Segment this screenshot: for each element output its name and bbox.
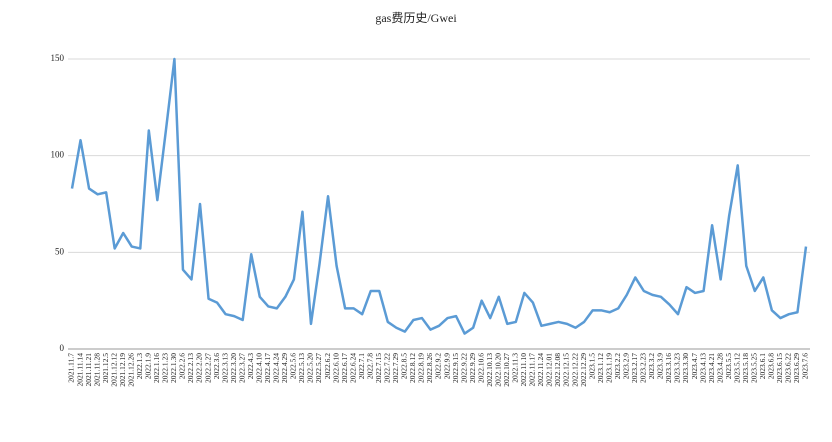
x-tick-label: 2023.2.9 <box>621 353 630 380</box>
x-tick-label: 2022.6.10 <box>331 353 340 383</box>
x-tick-label: 2023.1.5 <box>587 353 596 380</box>
x-tick-label: 2022.11.17 <box>528 353 537 387</box>
x-tick-label: 2023.7.6 <box>801 353 810 380</box>
x-tick-label: 2022.2.6 <box>178 353 187 380</box>
x-tick-label: 2022.6.24 <box>348 353 357 383</box>
x-tick-label: 2022.11.3 <box>511 353 520 383</box>
x-tick-label: 2023.5.25 <box>750 353 759 383</box>
x-tick-label: 2022.10.13 <box>485 353 494 387</box>
x-tick-label: 2022.1.23 <box>161 353 170 383</box>
x-tick-label: 2022.7.8 <box>365 353 374 380</box>
x-tick-label: 2022.11.10 <box>519 353 528 387</box>
x-tick-label: 2023.4.13 <box>698 353 707 383</box>
x-tick-label: 2021.11.28 <box>92 353 101 387</box>
x-tick-label: 2023.4.28 <box>715 353 724 383</box>
x-tick-label: 2022.9.22 <box>459 353 468 383</box>
x-tick-label: 2022.12.15 <box>562 353 571 387</box>
x-tick-label: 2022.5.13 <box>297 353 306 383</box>
x-tick-label: 2023.6.1 <box>758 353 767 380</box>
x-tick-label: 2023.5.18 <box>741 353 750 383</box>
x-tick-label: 2023.2.17 <box>630 353 639 383</box>
y-tick-label: 100 <box>51 150 65 160</box>
x-tick-label: 2022.2.13 <box>186 353 195 383</box>
x-tick-label: 2023.3.16 <box>664 353 673 383</box>
x-tick-label: 2023.3.9 <box>656 353 665 380</box>
x-tick-label: 2021.11.21 <box>84 353 93 387</box>
x-tick-label: 2022.6.2 <box>323 353 332 380</box>
x-tick-label: 2022.1.30 <box>169 353 178 383</box>
x-tick-label: 2022.11.24 <box>536 353 545 387</box>
x-tick-label: 2022.9.2 <box>434 353 443 380</box>
x-tick-label: 2023.2.23 <box>639 353 648 383</box>
x-tick-label: 2022.1.3 <box>135 353 144 380</box>
x-tick-label: 2023.6.15 <box>775 353 784 383</box>
x-tick-label: 2023.3.30 <box>681 353 690 383</box>
x-tick-label: 2022.3.6 <box>212 353 221 380</box>
x-tick-label: 2022.12.22 <box>570 353 579 387</box>
y-tick-label: 50 <box>55 246 65 256</box>
x-tick-label: 2023.1.12 <box>596 353 605 383</box>
y-tick-label: 0 <box>60 343 65 353</box>
x-tick-label: 2023.5.12 <box>732 353 741 383</box>
x-tick-label: 2022.10.27 <box>502 353 511 387</box>
x-tick-label: 2023.4.7 <box>690 353 699 380</box>
x-tick-label: 2023.1.19 <box>604 353 613 383</box>
x-tick-label: 2021.11.14 <box>75 353 84 387</box>
x-tick-label: 2021.11.7 <box>67 353 76 383</box>
x-tick-label: 2022.8.12 <box>408 353 417 383</box>
x-tick-label: 2022.8.19 <box>417 353 426 383</box>
chart-title: gas费历史/Gwei <box>375 11 457 25</box>
x-tick-label: 2023.2.2 <box>613 353 622 380</box>
x-tick-label: 2022.2.27 <box>203 353 212 383</box>
x-tick-label: 2022.2.20 <box>195 353 204 383</box>
x-tick-label: 2022.1.16 <box>152 353 161 383</box>
x-tick-label: 2021.12.12 <box>109 353 118 387</box>
x-tick-label: 2022.5.6 <box>289 353 298 380</box>
x-tick-label: 2023.5.5 <box>724 353 733 380</box>
x-tick-label: 2023.6.22 <box>784 353 793 383</box>
x-tick-label: 2022.12.29 <box>579 353 588 387</box>
x-tick-label: 2022.1.9 <box>144 353 153 380</box>
x-tick-label: 2022.10.20 <box>493 353 502 387</box>
line <box>70 57 808 335</box>
x-tick-label: 2023.6.8 <box>767 353 776 380</box>
x-tick-label: 2022.9.15 <box>451 353 460 383</box>
x-tick-label: 2023.6.29 <box>792 353 801 383</box>
x-tick-label: 2021.12.26 <box>126 353 135 387</box>
y-tick-label: 150 <box>51 53 65 63</box>
x-tick-label: 2022.3.13 <box>220 353 229 383</box>
x-tick-label: 2023.3.2 <box>647 353 656 380</box>
x-tick-label: 2022.7.15 <box>374 353 383 383</box>
x-tick-label: 2022.12.08 <box>553 353 562 387</box>
x-tick-label: 2022.4.3 <box>246 353 255 380</box>
x-tick-label: 2022.4.24 <box>272 353 281 383</box>
x-tick-label: 2022.8.26 <box>425 353 434 383</box>
x-tick-label: 2022.3.27 <box>237 353 246 383</box>
x-tick-label: 2022.3.20 <box>229 353 238 383</box>
x-tick-label: 2022.7.29 <box>391 353 400 383</box>
x-tick-label: 2022.7.22 <box>383 353 392 383</box>
x-tick-label: 2022.9.9 <box>442 353 451 380</box>
x-tick-label: 2022.4.10 <box>254 353 263 383</box>
x-tick-label: 2022.8.5 <box>400 353 409 380</box>
x-tick-label: 2022.5.20 <box>306 353 315 383</box>
x-tick-label: 2023.4.21 <box>707 353 716 383</box>
x-tick-label: 2022.9.29 <box>468 353 477 383</box>
x-tick-label: 2022.7.1 <box>357 353 366 380</box>
x-tick-label: 2022.5.27 <box>314 353 323 383</box>
x-tick-label: 2022.12.01 <box>545 353 554 387</box>
x-tick-label: 2022.6.17 <box>340 353 349 383</box>
x-tick-label: 2021.12.19 <box>118 353 127 387</box>
x-tick-label: 2023.3.23 <box>673 353 682 383</box>
x-tick-label: 2022.10.6 <box>476 353 485 383</box>
x-tick-label: 2022.4.29 <box>280 353 289 383</box>
x-tick-label: 2022.4.17 <box>263 353 272 383</box>
x-tick-label: 2021.12.5 <box>101 353 110 383</box>
